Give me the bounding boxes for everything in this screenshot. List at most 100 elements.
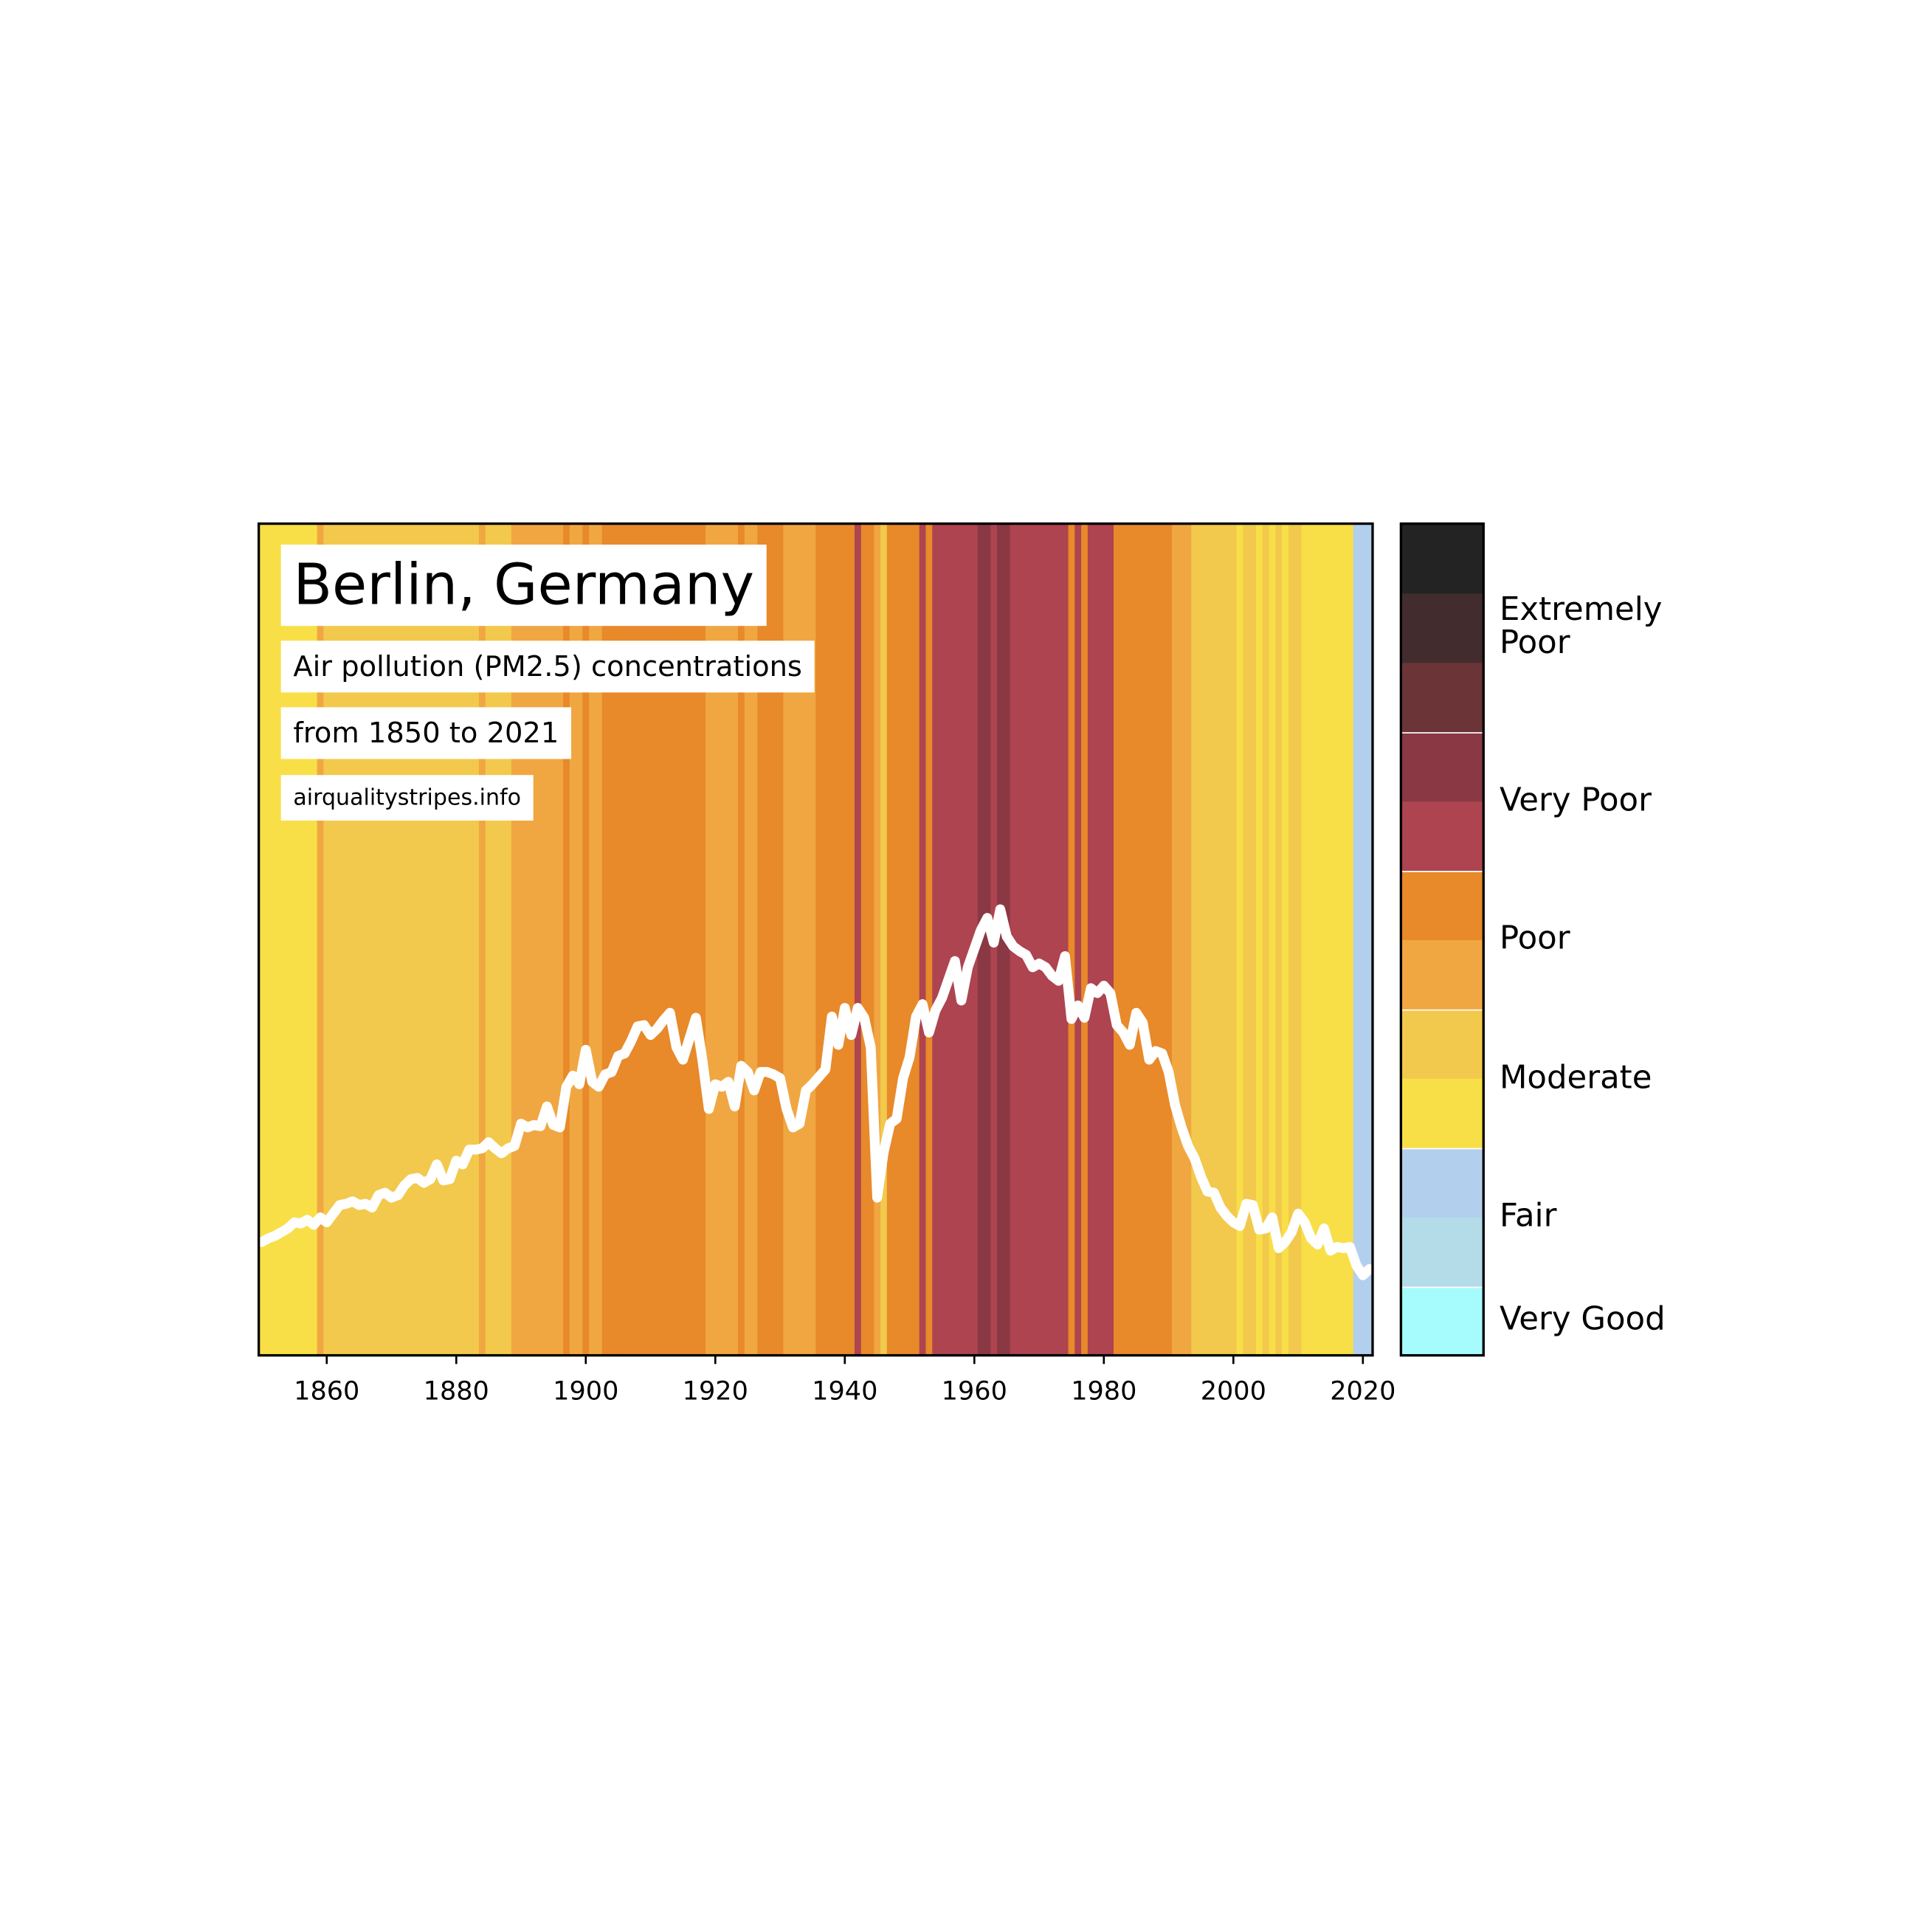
stripe [478, 523, 486, 1356]
stripe [1035, 523, 1043, 1356]
stripe [433, 523, 441, 1356]
stripe [466, 523, 473, 1356]
stripe [776, 523, 784, 1356]
stripe [1152, 523, 1160, 1356]
stripe [582, 523, 590, 1356]
x-tick-label: 1940 [812, 1376, 877, 1407]
stripe [1198, 523, 1205, 1356]
colorbar-segment [1401, 1286, 1484, 1356]
stripe [660, 523, 668, 1356]
stripe [912, 523, 920, 1356]
stripe [272, 523, 279, 1356]
colorbar-segment [1401, 1147, 1484, 1218]
stripe [1165, 523, 1173, 1356]
stripe [258, 523, 266, 1356]
stripe [627, 523, 635, 1356]
legend-label: Moderate [1499, 1059, 1652, 1097]
stripe [848, 523, 855, 1356]
chart-title-box [280, 544, 767, 627]
legend-label: Very Poor [1499, 782, 1652, 819]
stripe [472, 523, 480, 1356]
stripe [828, 523, 836, 1356]
stripe [984, 523, 991, 1356]
legend-item-wrap: Extremely Poor [1500, 579, 1919, 677]
stripe [841, 523, 849, 1356]
stripe [1249, 523, 1257, 1356]
stripe [505, 523, 512, 1356]
stripe [1217, 523, 1224, 1356]
stripe [595, 523, 603, 1356]
colorbar-segment [1401, 870, 1484, 940]
stripe [569, 523, 577, 1356]
subtitle-box [280, 707, 571, 759]
source-box [280, 775, 534, 821]
stripe [945, 523, 953, 1356]
stripe [543, 523, 551, 1356]
stripe [1256, 523, 1263, 1356]
legend-label: Fair [1499, 1197, 1557, 1235]
stripe [1159, 523, 1166, 1356]
stripe [705, 523, 713, 1356]
stripe [1023, 523, 1030, 1356]
stripe [893, 523, 901, 1356]
stripe [1055, 523, 1063, 1356]
colorbar-segment [1401, 731, 1484, 802]
stripe [297, 523, 305, 1356]
stripe [421, 523, 428, 1356]
stripe [790, 523, 797, 1356]
stripe [673, 523, 680, 1356]
stripe [556, 523, 564, 1356]
legend-item-box: Poor [1500, 922, 1570, 956]
stripe [867, 523, 874, 1356]
stripe [1184, 523, 1192, 1356]
stripe [744, 523, 752, 1356]
stripe [751, 523, 758, 1356]
stripe [589, 523, 596, 1356]
stripe [485, 523, 493, 1356]
stripe [1327, 523, 1334, 1356]
stripe [388, 523, 396, 1356]
legend-label: Extremely Poor [1499, 592, 1663, 663]
stripe [653, 523, 661, 1356]
stripe [1366, 523, 1373, 1356]
stripe [997, 523, 1004, 1356]
stripe [317, 523, 325, 1356]
stripe [446, 523, 454, 1356]
stripe [1126, 523, 1134, 1356]
legend-item-box: Moderate [1500, 1029, 1919, 1128]
stripe [491, 523, 499, 1356]
stripe [835, 523, 843, 1356]
colorbar-frame [1399, 522, 1485, 1357]
colorbar-segment [1401, 523, 1484, 594]
legend-item-wrap: Moderate [1500, 1029, 1919, 1128]
stripe [394, 523, 402, 1356]
stripe [407, 523, 415, 1356]
stripe [621, 523, 629, 1356]
stripe [874, 523, 881, 1356]
text-boxes: Berlin, Germany Air pollution (PM2.5) con… [280, 544, 815, 821]
x-tick-label: 1860 [294, 1376, 359, 1407]
subtitle-box [280, 641, 815, 693]
stripe [1340, 523, 1348, 1356]
stripe [550, 523, 557, 1356]
stripe [900, 523, 907, 1356]
stripe [822, 523, 829, 1356]
x-tick-label: 2000 [1201, 1376, 1266, 1407]
stripe [284, 523, 292, 1356]
stripe [563, 523, 570, 1356]
stripe [440, 523, 447, 1356]
x-tick-label: 2020 [1330, 1376, 1395, 1407]
colorbar-segment [1401, 593, 1484, 663]
stripe [854, 523, 862, 1356]
stripe [1275, 523, 1283, 1356]
stripe [1320, 523, 1328, 1356]
stripe [291, 523, 298, 1356]
stripe [932, 523, 939, 1356]
stripe [641, 523, 648, 1356]
stripe [1243, 523, 1250, 1356]
legend-item-box: Very Good [1500, 1303, 1666, 1336]
stripe [860, 523, 869, 1356]
stripe [1269, 523, 1277, 1356]
legend-item-wrap: Fair [1500, 1167, 1919, 1266]
stripe [362, 523, 370, 1356]
